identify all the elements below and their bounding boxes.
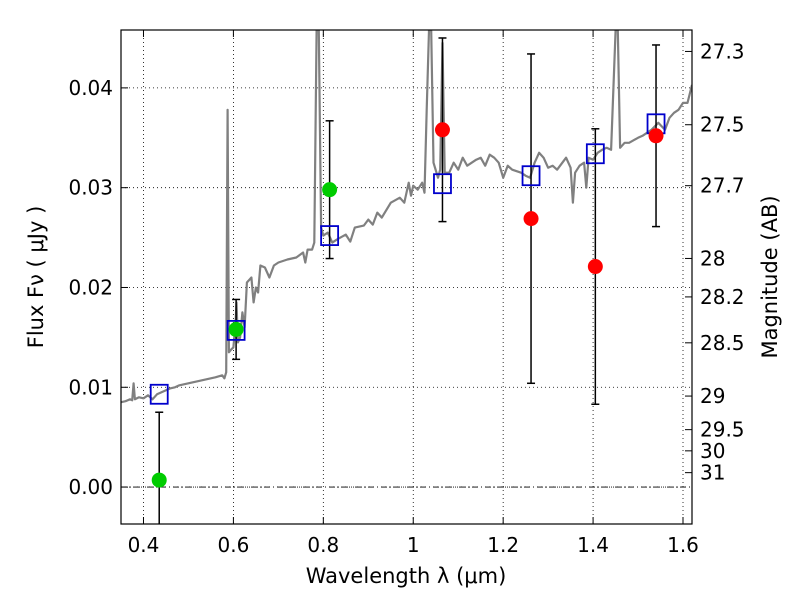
right-tick-label: 28.2	[700, 285, 745, 309]
right-tick-label: 31	[700, 461, 725, 485]
left-y-axis: 0.00 0.01 0.02 0.03 0.04	[68, 76, 128, 499]
right-tick-label: 29.5	[700, 418, 745, 442]
model-photometry-square	[433, 173, 452, 195]
x-tick-label: 0.8	[307, 533, 339, 557]
right-tick-label: 30	[700, 439, 725, 463]
x-tick-label: 1.4	[577, 533, 609, 557]
observed-point	[434, 122, 450, 138]
x-tick-label: 1.2	[487, 533, 519, 557]
y-tick-label: 0.00	[68, 475, 113, 499]
observed-point	[151, 472, 167, 488]
x-tick-label: 1	[407, 533, 420, 557]
right-tick-label: 28	[700, 246, 725, 270]
x-axis-label: Wavelength λ (μm)	[306, 564, 507, 588]
model-spectrum-line	[121, 30, 692, 404]
axes-frame	[120, 29, 693, 525]
observed-point	[587, 259, 603, 275]
model-photometry-square	[585, 143, 605, 165]
x-tick-label: 0.4	[128, 533, 160, 557]
model-photometry-square	[226, 319, 246, 341]
y-tick-label: 0.04	[68, 76, 113, 100]
observed-point	[523, 211, 539, 227]
right-tick-label: 27.5	[700, 113, 745, 137]
right-tick-label: 27.3	[700, 39, 745, 63]
right-axis-label: Magnitude (AB)	[758, 195, 782, 358]
model-photometry-square	[320, 225, 340, 246]
x-axis: 0.4 0.6 0.8 1 1.2 1.4 1.6	[128, 30, 699, 557]
plot-area	[121, 30, 692, 524]
y-axis-label: Flux Fν ( μJy )	[24, 206, 48, 349]
right-tick-label: 29	[700, 384, 725, 408]
x-tick-label: 1.6	[667, 533, 699, 557]
plot-content	[121, 30, 692, 524]
model-photometry-square	[149, 383, 169, 405]
y-tick-label: 0.01	[68, 375, 113, 399]
grid-lines	[121, 30, 692, 524]
observed-point	[228, 321, 244, 337]
observed-point	[322, 182, 338, 198]
y-tick-label: 0.02	[68, 275, 113, 299]
observed-point	[648, 128, 664, 144]
x-tick-label: 0.6	[217, 533, 249, 557]
right-tick-label: 27.7	[700, 174, 745, 198]
right-tick-label: 28.5	[700, 331, 745, 355]
y-tick-label: 0.03	[68, 176, 113, 200]
model-photometry-square	[521, 165, 541, 187]
